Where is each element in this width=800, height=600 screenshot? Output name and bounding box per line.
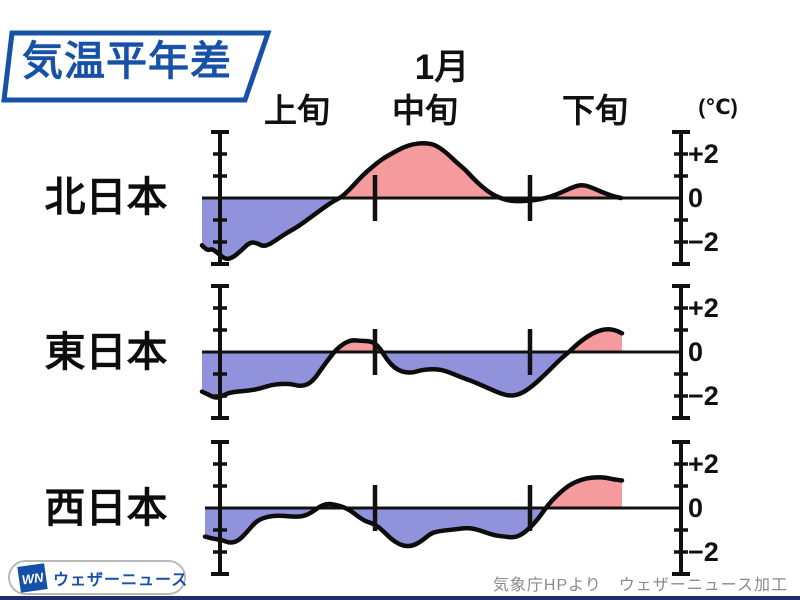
axis-tick-label: −2 xyxy=(688,537,719,567)
period-label-early: 上旬 xyxy=(264,92,330,129)
weathernews-logo-text: ウェザーニュース xyxy=(53,571,189,589)
region-label-north-japan: 北日本 xyxy=(44,174,168,220)
axis-tick-label: +2 xyxy=(688,139,719,169)
axis-tick-label: −2 xyxy=(688,381,719,411)
month-label: 1月 xyxy=(414,48,470,87)
weathernews-logo: WN ウェザーニュース xyxy=(8,560,189,595)
axis-tick-label: 0 xyxy=(688,493,703,523)
area-below-normal xyxy=(202,352,622,398)
region-label-west-japan: 西日本 xyxy=(44,485,168,531)
period-label-late: 下旬 xyxy=(562,92,628,129)
page-title: 気温平年差 xyxy=(22,38,232,84)
area-above-normal xyxy=(202,143,621,198)
axis-tick-label: +2 xyxy=(688,293,719,323)
axis-tick-label: −2 xyxy=(688,227,719,257)
credit-text: 気象庁HPより ウェザーニュース加工 xyxy=(492,577,788,594)
title-badge-frame xyxy=(1,30,272,103)
title-badge: 気温平年差 xyxy=(0,0,290,115)
axis-tick-label: +2 xyxy=(688,449,719,479)
bottom-bar xyxy=(0,596,800,600)
period-label-mid: 中旬 xyxy=(392,92,458,129)
unit-label: (℃) xyxy=(698,96,738,119)
anomaly-curve xyxy=(199,141,624,262)
wn-logo-letters: WN xyxy=(20,568,45,587)
area-below-normal xyxy=(202,198,621,259)
area-below-normal xyxy=(205,508,622,547)
axis-tick-label: 0 xyxy=(688,337,703,367)
anomaly-curve xyxy=(202,475,625,549)
region-label-east-japan: 東日本 xyxy=(44,329,168,375)
wn-logo-icon: WN xyxy=(17,562,48,593)
area-above-normal xyxy=(202,329,622,352)
axis-tick-label: 0 xyxy=(688,183,703,213)
anomaly-curve xyxy=(199,327,625,400)
